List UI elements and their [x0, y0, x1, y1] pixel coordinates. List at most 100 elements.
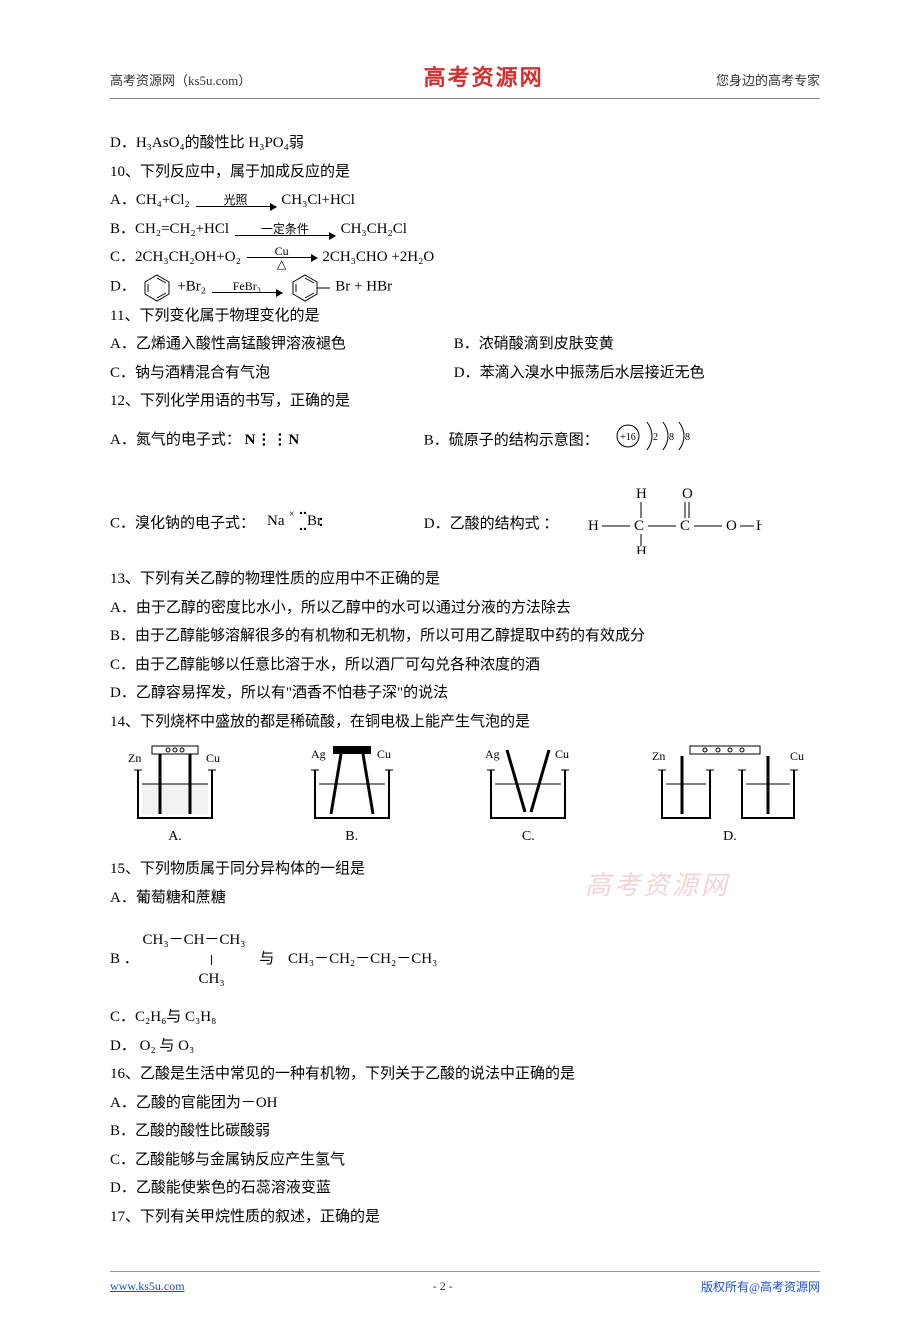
svg-text:H: H [588, 518, 599, 534]
q11-row2: C．钠与酒精混合有气泡 D．苯滴入溴水中振荡后水层接近无色 [110, 359, 820, 388]
q9-option-d: D．H₃AsO₄的酸性比 H₃PO₄弱 [110, 129, 820, 158]
acetic-acid-structure: H O H C C O H H [582, 484, 762, 565]
q13-stem: 13、下列有关乙醇的物理性质的应用中不正确的是 [110, 565, 820, 594]
header-center: 高考资源网 [424, 60, 544, 92]
arrow-icon: Cu △ [247, 245, 317, 270]
svg-text:O: O [682, 486, 693, 502]
beaker-icon: Zn Cu [650, 744, 810, 824]
q15b-top: CH₃－CH－CH₃ [143, 926, 246, 955]
q17-stem: 17、下列有关甲烷性质的叙述，正确的是 [110, 1203, 820, 1232]
q11-option-c: C．钠与酒精混合有气泡 [110, 359, 450, 388]
beaker-icon: Ag Cu [473, 744, 583, 824]
svg-text:H: H [636, 544, 647, 554]
header-right: 您身边的高考专家 [716, 70, 820, 89]
q16-stem: 16、乙酸是生活中常见的一种有机物，下列关于乙酸的说法中正确的是 [110, 1060, 820, 1089]
q16-option-c: C．乙酸能够与金属钠反应产生氢气 [110, 1146, 820, 1175]
arrow-icon: FeBr₃ [212, 280, 282, 293]
page-footer: www.ks5u.com - 2 - 版权所有@高考资源网 [110, 1271, 820, 1295]
svg-text:×: × [289, 509, 295, 520]
benzene-icon [140, 272, 174, 302]
q10-option-d: D． +Br₂ FeBr₃ Br + HBr [110, 272, 820, 302]
q14-label-b: B. [297, 829, 407, 845]
q15b-right: CH₃－CH₂－CH₂－CH₃ [288, 951, 437, 967]
q14-fig-a: Zn Cu A. [120, 744, 230, 845]
q11-stem: 11、下列变化属于物理变化的是 [110, 302, 820, 331]
q15-option-a: A．葡萄糖和蔗糖 [110, 884, 820, 913]
svg-text:Cu: Cu [790, 749, 804, 763]
header-left: 高考资源网（ks5u.com） [110, 70, 251, 89]
svg-text:Zn: Zn [128, 751, 141, 765]
svg-text:Zn: Zn [652, 749, 665, 763]
q15-option-d: D． O₂ 与 O₃ [110, 1032, 820, 1061]
q15b-mid: 与 [259, 951, 274, 967]
svg-text:Cu: Cu [555, 747, 569, 761]
q13-option-d: D．乙醇容易挥发，所以有"酒香不怕巷子深"的说法 [110, 679, 820, 708]
svg-text:+16: +16 [620, 432, 636, 443]
q16-option-d: D．乙酸能使紫色的石蕊溶液变蓝 [110, 1174, 820, 1203]
q14-fig-c: Ag Cu C. [473, 744, 583, 845]
q10-option-c: C．2CH₃CH₂OH+O₂ Cu △ 2CH₃CHO +2H₂O [110, 243, 820, 272]
q11-option-d: D．苯滴入溴水中振荡后水层接近无色 [454, 365, 705, 381]
q14-fig-b: Ag Cu B. [297, 744, 407, 845]
q14-fig-d: Zn Cu D. [650, 744, 810, 845]
nitrogen-electron-formula: N⋮⋮N [245, 432, 301, 448]
q12-option-c: C．溴化钠的电子式： [110, 516, 255, 532]
q10c-left: C．2CH₃CH₂OH+O₂ [110, 249, 241, 265]
footer-link[interactable]: www.ks5u.com [110, 1279, 185, 1294]
q12-option-d: D．乙酸的结构式 ： [424, 516, 559, 532]
q10d-left: D． [110, 278, 136, 294]
q11-row1: A．乙烯通入酸性高锰酸钾溶液褪色 B．浓硝酸滴到皮肤变黄 [110, 330, 820, 359]
q10c-right: 2CH₃CHO +2H₂O [322, 249, 434, 265]
q12-row1: A．氮气的电子式： N⋮⋮N B．硫原子的结构示意图： +16 2 8 8 [110, 416, 820, 467]
q11-option-b: B．浓硝酸滴到皮肤变黄 [454, 336, 614, 352]
q15-option-b: B ． CH₃－CH－CH₃ CH₃ 与 CH₃－CH₂－CH₂－CH₃ [110, 926, 820, 993]
svg-text:H: H [756, 518, 762, 534]
svg-text:Cu: Cu [377, 747, 391, 761]
q13-option-c: C．由于乙醇能够以任意比溶于水，所以酒厂可勾兑各种浓度的酒 [110, 651, 820, 680]
q10d-mid: +Br₂ [177, 278, 206, 294]
atom-structure-icon: +16 2 8 8 [613, 416, 703, 467]
footer-copyright: 版权所有@高考资源网 [701, 1278, 820, 1295]
beaker-icon: Ag Cu [297, 744, 407, 824]
q14-stem: 14、下列烧杯中盛放的都是稀硫酸，在铜电极上能产生气泡的是 [110, 708, 820, 737]
q14-figures: Zn Cu A. Ag Cu B. [110, 744, 820, 845]
svg-text:Ag: Ag [485, 747, 500, 761]
q15-stem: 15、下列物质属于同分异构体的一组是 [110, 855, 820, 884]
q10-stem: 10、下列反应中，属于加成反应的是 [110, 158, 820, 187]
svg-text:8: 8 [685, 432, 690, 443]
q14-label-a: A. [120, 829, 230, 845]
q11-option-a: A．乙烯通入酸性高锰酸钾溶液褪色 [110, 330, 450, 359]
q15-option-c: C．C₂H₆与 C₃H₈ [110, 1003, 820, 1032]
q12-option-a: A．氮气的电子式： [110, 432, 241, 448]
svg-text:O: O [726, 518, 737, 534]
svg-text:Cu: Cu [206, 751, 220, 765]
q12-option-b: B．硫原子的结构示意图： [424, 432, 599, 448]
svg-text:C: C [634, 518, 644, 534]
svg-text:Na: Na [267, 513, 285, 529]
svg-text:8: 8 [669, 432, 674, 443]
svg-text:C: C [680, 518, 690, 534]
q14-label-c: C. [473, 829, 583, 845]
q10d-right: Br + HBr [335, 278, 392, 294]
q13-option-b: B．由于乙醇能够溶解很多的有机物和无机物，所以可用乙醇提取中药的有效成分 [110, 622, 820, 651]
svg-text:2: 2 [653, 432, 658, 443]
nabr-electron-formula: Na × Br [265, 505, 329, 544]
q16-option-a: A．乙酸的官能团为－OH [110, 1089, 820, 1118]
q15b-prefix: B ． [110, 951, 139, 967]
arrow-icon: 光照 [196, 194, 276, 207]
benzene-icon [288, 272, 332, 302]
q10-option-a: A．CH₄+Cl₂ 光照 CH₃Cl+HCl [110, 186, 820, 215]
q10-option-b: B．CH₂=CH₂+HCl 一定条件 CH₃CH₂Cl [110, 215, 820, 244]
q12-stem: 12、下列化学用语的书写，正确的是 [110, 387, 820, 416]
q10a-left: A．CH₄+Cl₂ [110, 192, 190, 208]
q13-option-a: A．由于乙醇的密度比水小，所以乙醇中的水可以通过分液的方法除去 [110, 594, 820, 623]
q10a-right: CH₃Cl+HCl [281, 192, 355, 208]
svg-text:Ag: Ag [311, 747, 326, 761]
q16-option-b: B．乙酸的酸性比碳酸弱 [110, 1117, 820, 1146]
q15b-bot: CH₃ [199, 965, 246, 994]
q10b-right: CH₃CH₂Cl [341, 221, 407, 237]
q14-label-d: D. [650, 829, 810, 845]
q10b-left: B．CH₂=CH₂+HCl [110, 221, 229, 237]
q12-row2: C．溴化钠的电子式： Na × Br D．乙酸的结构式 ： H O [110, 484, 820, 565]
beaker-icon: Zn Cu [120, 744, 230, 824]
